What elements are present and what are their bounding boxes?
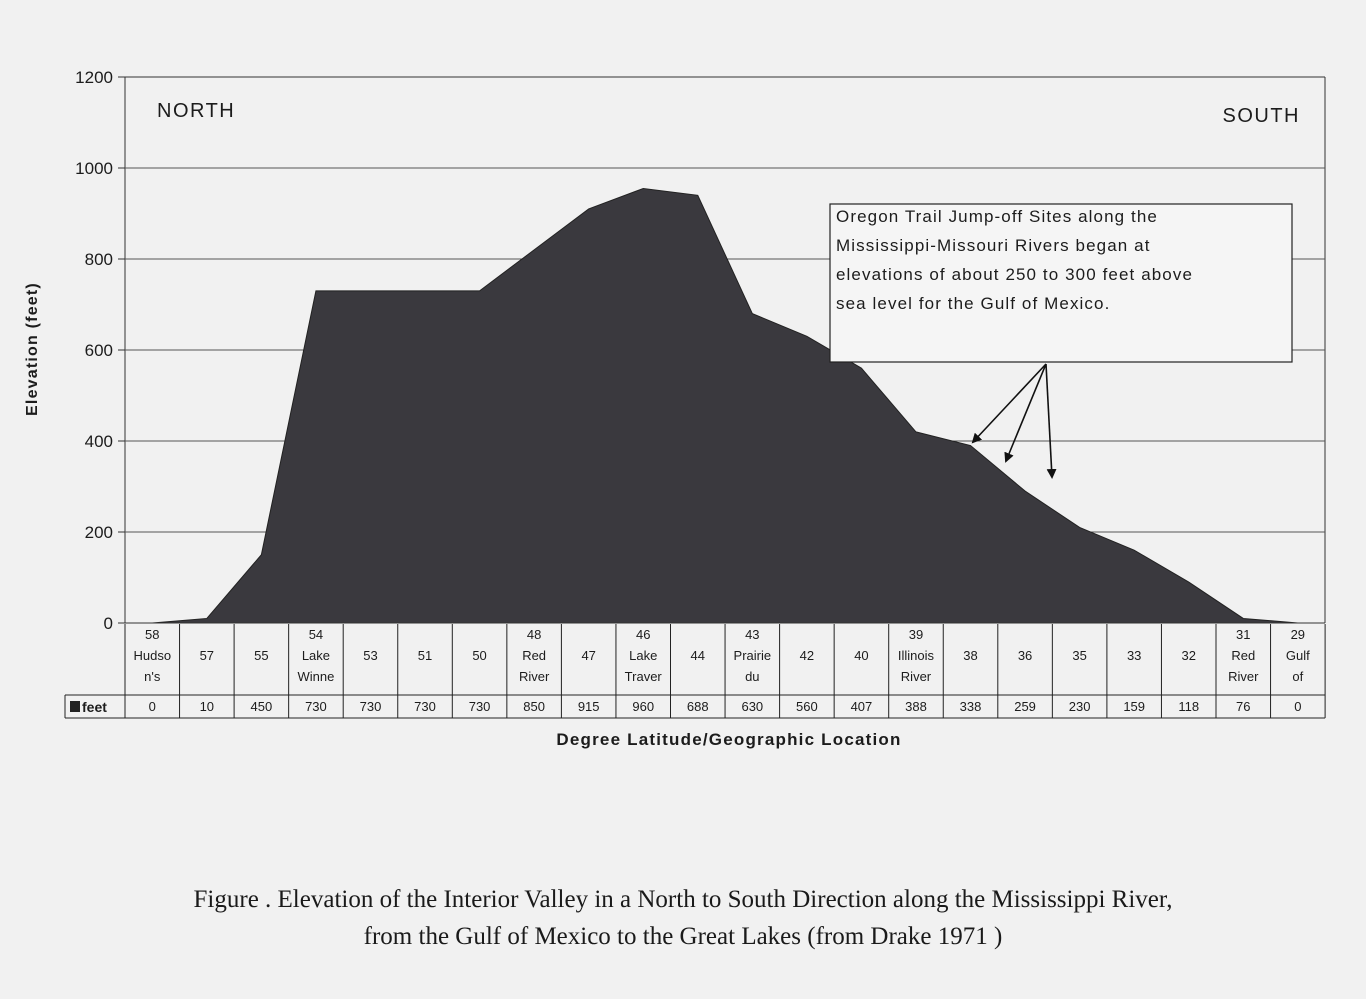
y-tick-label-0: 0 [104, 614, 113, 633]
data-value-label: 630 [741, 699, 763, 714]
x-category-label: Illinois [898, 648, 935, 663]
data-value-label: 338 [960, 699, 982, 714]
annotation-arrow-1 [971, 363, 1047, 444]
x-category-label: 58 [145, 627, 159, 642]
x-category-label: 35 [1072, 648, 1086, 663]
x-category-label: 53 [363, 648, 377, 663]
x-category-label: 39 [909, 627, 923, 642]
x-category-label: Prairie [734, 648, 772, 663]
y-tick-label-400: 400 [85, 432, 113, 451]
figure-caption-line-1: Figure . Elevation of the Interior Valle… [193, 886, 1173, 913]
legend-series-label: feet [82, 699, 107, 715]
x-category-label: 43 [745, 627, 759, 642]
x-category-label: River [1228, 669, 1259, 684]
x-category-label: 50 [472, 648, 486, 663]
x-category-label: n's [144, 669, 161, 684]
south-label: SOUTH [1223, 105, 1301, 127]
x-axis-title: Degree Latitude/Geographic Location [556, 730, 901, 749]
data-value-label: 388 [905, 699, 927, 714]
data-value-label: 76 [1236, 699, 1250, 714]
y-tick-label-200: 200 [85, 523, 113, 542]
data-value-label: 730 [360, 699, 382, 714]
data-value-label: 730 [414, 699, 436, 714]
x-category-label: 38 [963, 648, 977, 663]
x-category-label: 36 [1018, 648, 1032, 663]
data-value-label: 407 [851, 699, 873, 714]
annotation-arrow-2 [1004, 363, 1047, 463]
annotation-arrow-3 [1045, 363, 1057, 479]
x-category-label: Lake [629, 648, 657, 663]
x-category-label: Traver [625, 669, 663, 684]
figure-caption-line-2: from the Gulf of Mexico to the Great Lak… [363, 923, 1003, 950]
x-category-label: 51 [418, 648, 432, 663]
data-value-label: 730 [305, 699, 327, 714]
x-category-label: Winne [297, 669, 334, 684]
data-value-label: 159 [1123, 699, 1145, 714]
data-value-label: 960 [632, 699, 654, 714]
x-category-label: 42 [800, 648, 814, 663]
data-value-label: 688 [687, 699, 709, 714]
north-label: NORTH [157, 100, 235, 122]
x-category-label: Red [1231, 648, 1255, 663]
annotation-text-line: Oregon Trail Jump-off Sites along the [836, 207, 1158, 226]
x-category-label: 44 [691, 648, 705, 663]
x-category-label: River [519, 669, 550, 684]
x-category-label: du [745, 669, 759, 684]
x-category-label: 55 [254, 648, 268, 663]
data-value-label: 730 [469, 699, 491, 714]
y-axis-title: Elevation (feet) [24, 282, 41, 416]
x-category-label: 33 [1127, 648, 1141, 663]
data-value-label: 118 [1178, 699, 1199, 714]
x-category-label: Hudso [133, 648, 171, 663]
x-category-label: 46 [636, 627, 650, 642]
elevation-area [152, 187, 1298, 624]
annotation-text-line: sea level for the Gulf of Mexico. [836, 294, 1110, 313]
legend-swatch [70, 701, 80, 712]
y-tick-label-1000: 1000 [75, 159, 113, 178]
x-category-label: 47 [581, 648, 595, 663]
data-value-label: 560 [796, 699, 818, 714]
annotation-text-line: Mississippi-Missouri Rivers began at [836, 236, 1151, 255]
annotation-text-line: elevations of about 250 to 300 feet abov… [836, 265, 1193, 284]
data-value-label: 0 [149, 699, 156, 714]
x-category-label: River [901, 669, 932, 684]
data-value-label: 915 [578, 699, 600, 714]
x-category-label: 54 [309, 627, 323, 642]
x-category-label: 31 [1236, 627, 1250, 642]
x-category-label: Red [522, 648, 546, 663]
x-category-label: Gulf [1286, 648, 1310, 663]
x-category-label: 48 [527, 627, 541, 642]
data-value-label: 450 [251, 699, 273, 714]
x-category-label: Lake [302, 648, 330, 663]
x-category-label: 40 [854, 648, 868, 663]
data-value-label: 850 [523, 699, 545, 714]
data-value-label: 259 [1014, 699, 1036, 714]
x-category-label: 32 [1181, 648, 1195, 663]
y-tick-label-1200: 1200 [75, 68, 113, 87]
y-tick-label-800: 800 [85, 250, 113, 269]
y-tick-label-600: 600 [85, 341, 113, 360]
annotation-box [829, 203, 1293, 363]
data-value-label: 230 [1069, 699, 1091, 714]
x-category-label: 57 [200, 648, 214, 663]
data-value-label: 0 [1294, 699, 1301, 714]
x-category-label: 29 [1291, 627, 1305, 642]
x-category-label: of [1292, 669, 1303, 684]
data-value-label: 10 [200, 699, 214, 714]
